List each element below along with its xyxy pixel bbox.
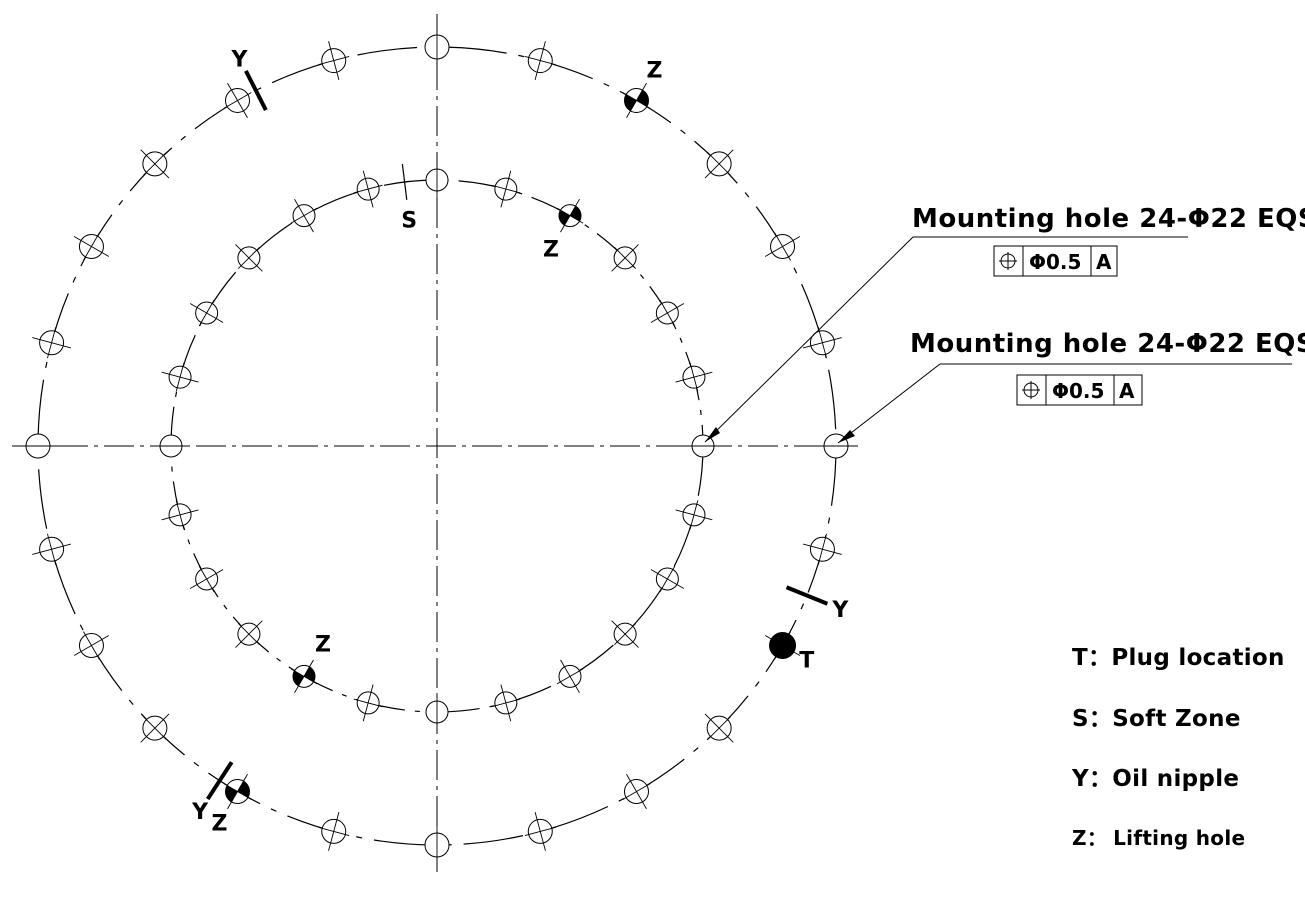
callout-inner: Mounting hole 24-Φ22 EQS Φ0.5 A [704, 204, 1305, 443]
legend-item-soft-zone: S：Soft Zone [1072, 706, 1241, 732]
callout-outer-arrow [838, 430, 855, 443]
outer-marker-z: Z [212, 812, 228, 837]
outer-hole [73, 631, 110, 660]
outer-marker-y: Y [191, 761, 234, 825]
inner-hole [425, 693, 449, 731]
inner-marker-z: Z [315, 632, 331, 657]
inner-hole [675, 500, 713, 530]
outer-marker-label: Y [191, 800, 209, 825]
outer-hole [524, 41, 556, 81]
inner-hole [556, 659, 584, 694]
outer-marker-t: T [799, 649, 814, 674]
legend: T：Plug location S：Soft Zone Y：Oil nipple… [1071, 645, 1285, 850]
outer-hole [704, 149, 734, 179]
inner-marker-label: Z [315, 632, 331, 657]
outer-hole [622, 773, 651, 810]
outer-marker-label: T [799, 649, 814, 674]
inner-hole [189, 299, 224, 327]
inner-marker-z: Z [543, 238, 559, 263]
outer-hole [802, 533, 842, 565]
outer-hole [223, 82, 252, 119]
callout-inner-frame: Φ0.5 A [993, 245, 1118, 277]
inner-hole [161, 362, 199, 392]
legend-item-lifting-hole: Z： Lifting hole [1072, 826, 1245, 850]
inner-hole [235, 244, 263, 272]
inner-hole [425, 161, 449, 199]
outer-marker-label: Z [647, 58, 663, 83]
callout-inner-datum: A [1096, 250, 1112, 274]
inner-hole [235, 620, 263, 648]
inner-hole [353, 684, 383, 722]
inner-hole [290, 198, 318, 233]
outer-hole [524, 811, 556, 851]
inner-hole [491, 170, 521, 208]
outer-hole [318, 41, 350, 81]
callout-outer-tolerance: Φ0.5 [1052, 379, 1104, 403]
outer-marker-label: Y [231, 47, 249, 72]
callout-inner-arrow [705, 427, 720, 442]
callout-inner-leader [704, 236, 1188, 443]
outer-hole-pattern [18, 27, 856, 865]
inner-hole [556, 198, 584, 233]
inner-hole [152, 434, 190, 458]
outer-hole [18, 433, 58, 459]
outer-hole [764, 232, 801, 261]
outer-hole [802, 327, 842, 359]
inner-hole-pattern [152, 161, 722, 731]
outer-hole [140, 149, 170, 179]
outer-hole [73, 232, 110, 261]
inner-hole [675, 362, 713, 392]
outer-hole [424, 27, 450, 67]
inner-hole [189, 565, 224, 593]
outer-hole [223, 773, 252, 810]
legend-item-oil-nipple: Y：Oil nipple [1071, 766, 1239, 792]
inner-hole [353, 170, 383, 208]
legend-item-plug: T：Plug location [1072, 645, 1285, 671]
inner-marker-s: S [401, 164, 417, 234]
position-icon [999, 252, 1017, 270]
inner-hole [611, 244, 639, 272]
outer-marker-y: Y [231, 47, 268, 111]
outer-hole [140, 713, 170, 743]
outer-hole [318, 811, 350, 851]
inner-hole [650, 565, 685, 593]
callout-outer-leader [837, 363, 1292, 444]
callout-outer-frame: Φ0.5 A [1016, 374, 1143, 406]
outer-hole [32, 533, 72, 565]
inner-hole [290, 659, 318, 694]
outer-marker-label: Y [831, 598, 849, 623]
inner-marker-label: Z [543, 238, 559, 263]
inner-hole [161, 500, 199, 530]
outer-marker-y: Y [785, 585, 849, 623]
outer-hole [764, 631, 801, 660]
inner-marker-label: S [401, 209, 417, 234]
inner-hole [684, 434, 722, 458]
callout-outer: Mounting hole 24-Φ22 EQS Φ0.5 A [837, 329, 1305, 444]
callout-inner-tolerance: Φ0.5 [1029, 250, 1081, 274]
callout-outer-datum: A [1119, 379, 1135, 403]
outer-hole [704, 713, 734, 743]
inner-hole [650, 299, 685, 327]
outer-hole [622, 82, 651, 119]
inner-hole [611, 620, 639, 648]
outer-hole [32, 327, 72, 359]
position-icon [1022, 381, 1040, 399]
outer-marker-label: Z [212, 812, 228, 837]
callout-inner-title: Mounting hole 24-Φ22 EQS [912, 204, 1305, 234]
inner-hole [491, 684, 521, 722]
outer-marker-z: Z [647, 58, 663, 83]
callout-outer-title: Mounting hole 24-Φ22 EQS [910, 329, 1305, 359]
outer-hole [424, 825, 450, 865]
